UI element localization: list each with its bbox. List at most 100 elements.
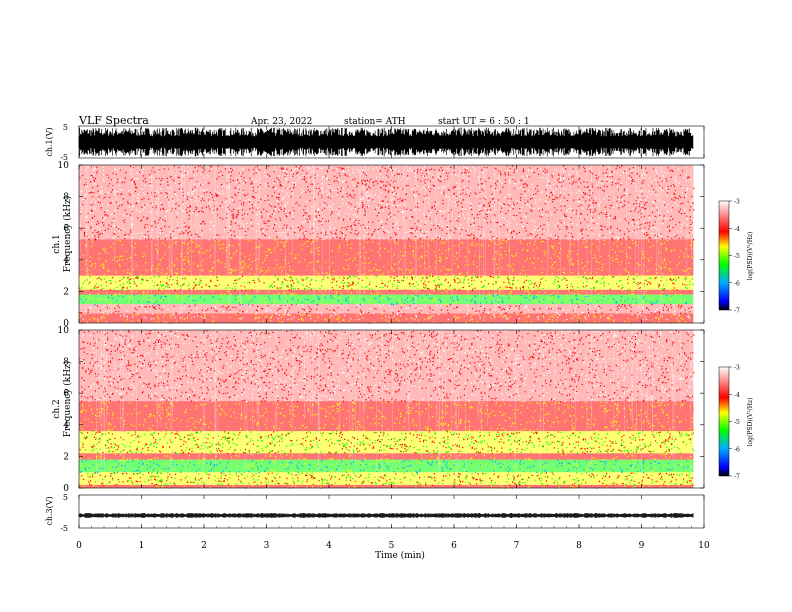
ch3-waveform-trace bbox=[78, 513, 694, 518]
spectrogram-band-1 bbox=[79, 313, 694, 321]
colorbar-tick-label: -3 bbox=[734, 199, 740, 206]
spectrogram-band-0 bbox=[79, 484, 695, 490]
band-fill bbox=[79, 472, 694, 479]
colorbar-ch2: -3 -4 -5 -6 -7 log(PSD)(V²/Hz) bbox=[718, 365, 754, 481]
band-speckle-low bbox=[89, 289, 682, 296]
spectrogram-band-0 bbox=[79, 319, 694, 325]
spectrogram-band-2 bbox=[79, 472, 694, 480]
colorbar-tick-label: -4 bbox=[734, 392, 740, 399]
spectrogram-streaks bbox=[96, 330, 692, 488]
spectrogram-band-8 bbox=[79, 165, 695, 241]
spec1-ylabel-frequency: Frequency (kHz) bbox=[62, 196, 73, 273]
spectrogram-band-2 bbox=[79, 304, 694, 315]
ch3-ytick-bottom: -5 bbox=[60, 524, 68, 533]
ch1-ytick-bottom: -5 bbox=[60, 153, 68, 162]
xtick-label: 0 bbox=[76, 541, 82, 551]
ch1-waveform-panel: 5 -5 ch.1(V) bbox=[45, 123, 705, 162]
colorbar-tick-label: -7 bbox=[734, 474, 740, 481]
xtick-label: 8 bbox=[576, 541, 582, 551]
time-axis-label: Time (min) bbox=[375, 550, 425, 561]
ch1-waveform-trace bbox=[78, 127, 694, 157]
ch3-ytick-top: 5 bbox=[63, 493, 68, 502]
colorbar-tick-label: -5 bbox=[734, 253, 740, 260]
start-time-label: start UT = 6 : 50 : 1 bbox=[438, 117, 530, 127]
spec2-ylabel-frequency: Frequency (kHz) bbox=[62, 361, 73, 438]
ytick-label: 8 bbox=[63, 193, 69, 203]
colorbar-tick-label: -5 bbox=[734, 419, 740, 426]
xtick-label: 2 bbox=[201, 541, 207, 551]
figure-title: VLF Spectra bbox=[78, 114, 149, 127]
ch2-spectrogram bbox=[79, 330, 695, 490]
band-speckle-high bbox=[81, 319, 692, 325]
band-fill bbox=[79, 453, 694, 460]
ytick-label: 8 bbox=[63, 358, 69, 368]
xtick-label: 9 bbox=[639, 541, 645, 551]
xtick-label: 10 bbox=[698, 541, 710, 551]
ytick-label: 0 bbox=[63, 484, 69, 494]
spec2-ylabel-channel: ch.2 bbox=[52, 399, 62, 418]
colorbar-ch1-strip bbox=[718, 200, 730, 311]
band-fill bbox=[79, 275, 694, 290]
spectrogram-band-7 bbox=[79, 330, 695, 403]
band-fill bbox=[79, 478, 694, 485]
spectrogram-band-6 bbox=[79, 269, 694, 277]
ch3-ylabel: ch.3(V) bbox=[45, 496, 54, 525]
band-speckle-low bbox=[79, 484, 695, 490]
band-fill bbox=[79, 484, 694, 488]
ch2-spectrogram-panel: 0 2 4 6 8 10 ch.2 Frequency (kHz) bbox=[52, 326, 705, 494]
band-speckle-high bbox=[81, 472, 693, 480]
spectrogram-band-6 bbox=[79, 401, 695, 433]
xtick-label: 3 bbox=[264, 541, 270, 551]
band-speckle-high bbox=[82, 453, 693, 461]
spectrogram-band-5 bbox=[79, 275, 694, 291]
ch1-spectrogram bbox=[78, 165, 695, 325]
colorbar-tick-label: -3 bbox=[734, 365, 740, 372]
ytick-label: 0 bbox=[63, 319, 69, 329]
ytick-label: 4 bbox=[63, 421, 69, 431]
band-fill bbox=[79, 304, 694, 314]
colorbar-ch1-label: log(PSD)(V²/Hz) bbox=[747, 232, 754, 281]
spectrogram-band-4 bbox=[79, 453, 694, 461]
station-label: station= ATH bbox=[344, 117, 406, 127]
date-label: Apr. 23, 2022 bbox=[250, 117, 312, 127]
band-fill bbox=[79, 431, 694, 454]
xtick-label: 6 bbox=[451, 541, 457, 551]
band-fill bbox=[79, 294, 694, 305]
xtick-label: 1 bbox=[139, 541, 145, 551]
colorbar-ch1: -3 -4 -5 -6 -7 log(PSD)(V²/Hz) bbox=[718, 199, 754, 315]
ch1-waveform-line bbox=[78, 127, 694, 157]
band-speckle-low bbox=[80, 275, 694, 291]
band-fill bbox=[79, 269, 694, 276]
spec1-ylabel-channel: ch.1 bbox=[52, 234, 62, 253]
spectrogram-band-5 bbox=[79, 431, 695, 455]
ch3-waveform-panel: 5 -5 ch.3(V) bbox=[45, 493, 705, 533]
band-speckle-low bbox=[80, 431, 695, 455]
time-axis: 0 1 2 3 4 5 6 7 8 9 10 bbox=[76, 126, 710, 551]
band-speckle-low bbox=[82, 239, 695, 271]
ch1-ytick-top: 5 bbox=[63, 123, 68, 132]
colorbar-tick-label: -6 bbox=[734, 446, 740, 453]
colorbar-tick-label: -6 bbox=[734, 280, 740, 287]
spectrogram-streaks bbox=[78, 165, 692, 323]
xtick-label: 4 bbox=[326, 541, 332, 551]
band-speckle-high bbox=[88, 289, 671, 296]
band-speckle-low bbox=[79, 453, 692, 461]
ytick-label: 2 bbox=[63, 452, 69, 462]
spectrogram-band-4 bbox=[79, 289, 694, 296]
spectrogram-band-7 bbox=[79, 239, 695, 271]
ch1-spectrogram-panel: 0 2 4 6 8 10 ch.1 Frequency (kHz) bbox=[52, 161, 705, 329]
band-speckle-low bbox=[86, 269, 690, 277]
band-speckle-high bbox=[79, 304, 692, 315]
band-speckle-high bbox=[79, 275, 687, 291]
spectrogram-band-3 bbox=[79, 294, 694, 306]
band-speckle-high bbox=[79, 401, 695, 433]
ch1-ylabel: ch.1(V) bbox=[45, 127, 54, 156]
ytick-label: 10 bbox=[58, 161, 70, 171]
band-speckle-high bbox=[80, 313, 691, 321]
ytick-label: 2 bbox=[63, 287, 69, 297]
ytick-label: 10 bbox=[58, 326, 70, 336]
band-fill bbox=[79, 289, 694, 295]
colorbar-tick-label: -4 bbox=[734, 226, 740, 233]
band-fill bbox=[79, 319, 694, 323]
